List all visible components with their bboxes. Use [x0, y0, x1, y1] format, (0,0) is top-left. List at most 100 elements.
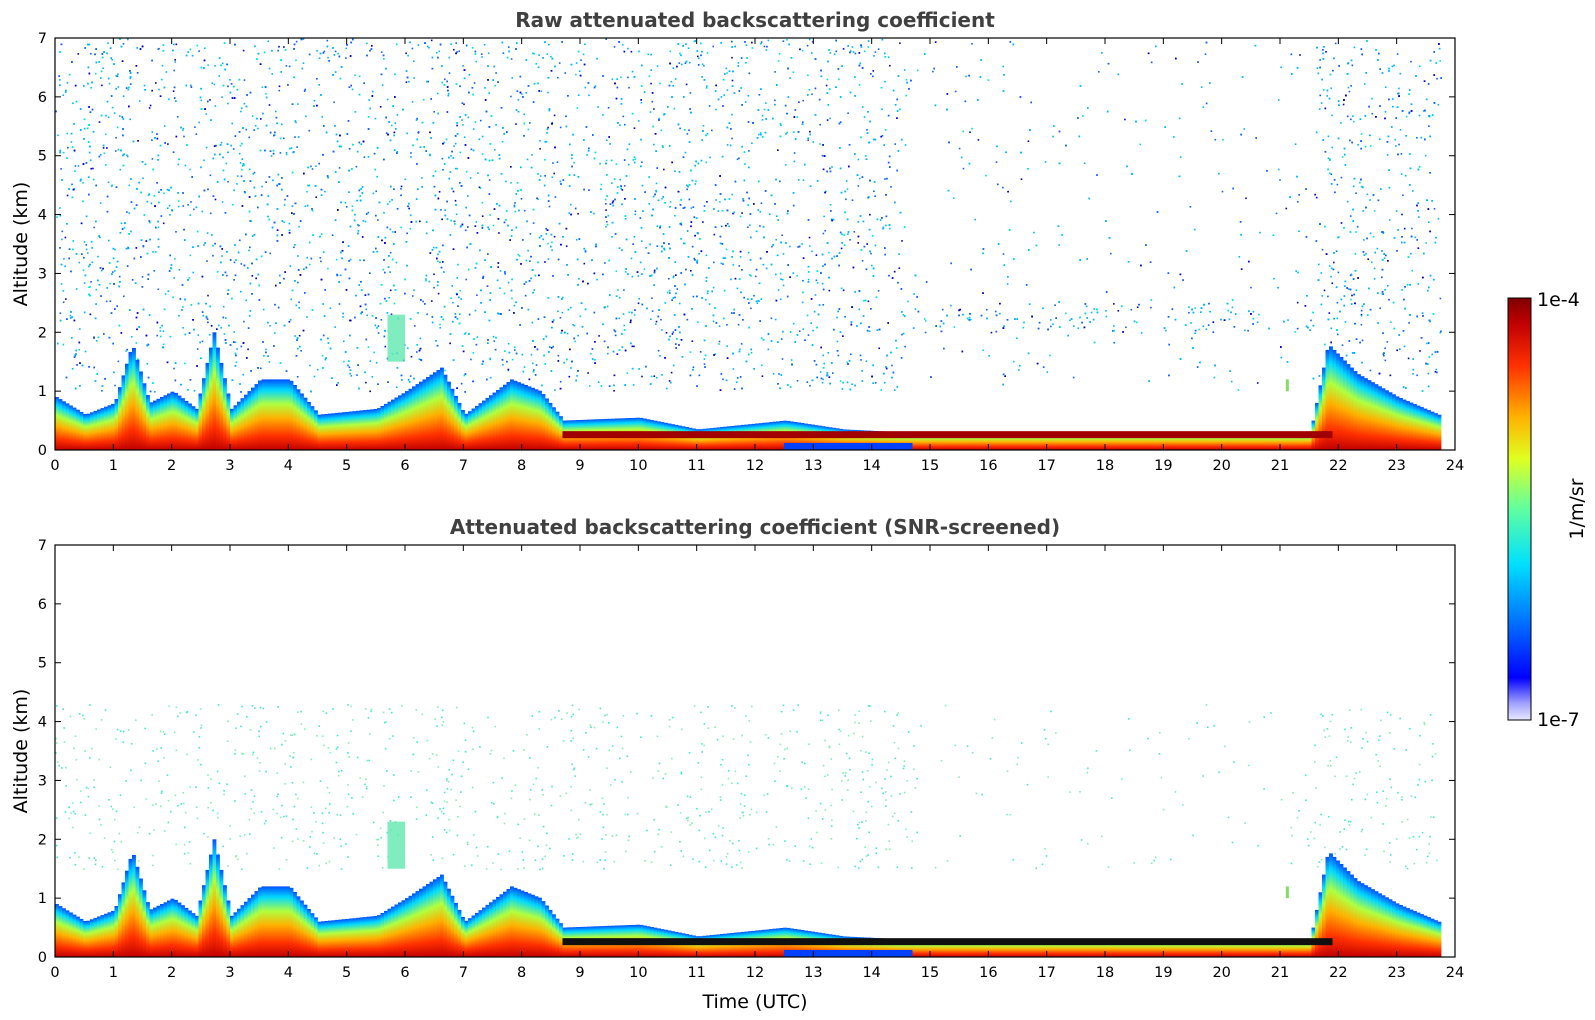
noise-dot: [904, 144, 907, 146]
noise-dot: [111, 58, 113, 61]
noise-dot: [702, 221, 704, 223]
noise-dot: [891, 364, 893, 367]
noise-dot: [173, 69, 175, 72]
noise-dot: [1346, 287, 1348, 289]
noise-dot: [386, 98, 389, 101]
noise-dot: [414, 325, 416, 327]
noise-dot: [73, 188, 76, 190]
noise-dot: [1018, 369, 1020, 371]
noise-dot: [573, 324, 576, 327]
noise-dot: [898, 253, 900, 255]
noise-dot: [77, 165, 80, 167]
noise-dot: [1025, 284, 1028, 286]
noise-dot: [442, 168, 444, 171]
noise-dot: [713, 261, 715, 264]
noise-dot: [819, 143, 821, 145]
noise-dot: [822, 354, 824, 357]
noise-dot: [66, 132, 69, 135]
noise-dot: [190, 201, 192, 203]
noise-dot: [377, 332, 380, 334]
noise-dot: [262, 308, 265, 311]
noise-dot: [56, 216, 58, 218]
noise-dot: [323, 50, 326, 53]
noise-dot: [712, 286, 715, 289]
noise-dot: [655, 320, 658, 323]
noise-dot: [78, 261, 81, 264]
noise-dot: [849, 50, 852, 52]
noise-dot: [461, 119, 463, 121]
noise-dot: [1388, 219, 1391, 221]
noise-dot: [1361, 339, 1364, 342]
noise-dot: [839, 167, 842, 170]
noise-dot: [188, 277, 191, 279]
noise-dot: [802, 99, 804, 102]
noise-dot: [1208, 302, 1210, 305]
noise-dot: [300, 350, 302, 352]
noise-dot: [632, 384, 635, 386]
noise-dot: [369, 272, 371, 274]
noise-dot: [687, 47, 690, 49]
noise-dot: [497, 262, 500, 264]
noise-dot: [242, 49, 245, 52]
noise-dot: [708, 105, 711, 107]
noise-dot: [1431, 353, 1433, 356]
noise-dot: [553, 235, 556, 238]
noise-dot: [881, 217, 883, 219]
noise-dot: [167, 143, 169, 145]
noise-dot: [331, 234, 334, 236]
noise-dot: [1354, 253, 1357, 255]
noise-dot: [157, 288, 160, 291]
noise-dot: [285, 151, 288, 154]
noise-dot: [729, 144, 732, 147]
noise-dot: [962, 130, 965, 133]
noise-dot: [567, 308, 570, 311]
noise-dot: [684, 151, 687, 154]
noise-dot: [953, 197, 955, 199]
noise-dot: [650, 318, 652, 320]
noise-dot: [672, 276, 675, 279]
noise-dot: [160, 335, 162, 338]
noise-dot: [449, 333, 452, 335]
noise-dot: [758, 300, 760, 302]
noise-dot: [84, 350, 87, 353]
noise-dot: [693, 216, 696, 218]
noise-dot: [277, 49, 279, 52]
noise-dot: [1373, 278, 1376, 280]
noise-dot: [539, 175, 542, 177]
noise-dot: [60, 283, 63, 285]
noise-dot: [205, 113, 208, 115]
noise-dot: [636, 271, 639, 273]
noise-dot: [689, 351, 692, 353]
noise-dot: [69, 314, 72, 317]
noise-dot: [565, 125, 568, 128]
noise-dot: [1013, 360, 1015, 363]
noise-dot: [720, 96, 723, 98]
noise-dot: [400, 226, 402, 229]
noise-dot: [520, 198, 523, 200]
noise-dot: [1178, 117, 1181, 120]
noise-dot: [1401, 236, 1403, 238]
noise-dot: [336, 384, 338, 386]
noise-dot: [1381, 259, 1384, 261]
noise-dot: [802, 121, 804, 123]
noise-dot: [130, 336, 133, 338]
noise-dot: [750, 351, 753, 354]
noise-dot: [832, 372, 834, 374]
noise-dot: [472, 352, 475, 354]
noise-dot: [774, 318, 777, 321]
noise-dot: [821, 154, 824, 157]
noise-dot: [174, 61, 177, 63]
noise-dot: [119, 115, 121, 117]
noise-dot: [448, 72, 451, 74]
noise-dot: [159, 95, 162, 97]
noise-dot: [400, 188, 402, 190]
noise-dot: [83, 127, 86, 130]
noise-dot: [463, 103, 465, 106]
noise-dot: [1022, 326, 1025, 329]
noise-dot: [470, 148, 473, 151]
noise-dot: [135, 342, 138, 344]
noise-dot: [64, 91, 67, 93]
noise-dot: [107, 181, 110, 184]
noise-dot: [689, 92, 692, 94]
noise-dot: [706, 52, 709, 54]
